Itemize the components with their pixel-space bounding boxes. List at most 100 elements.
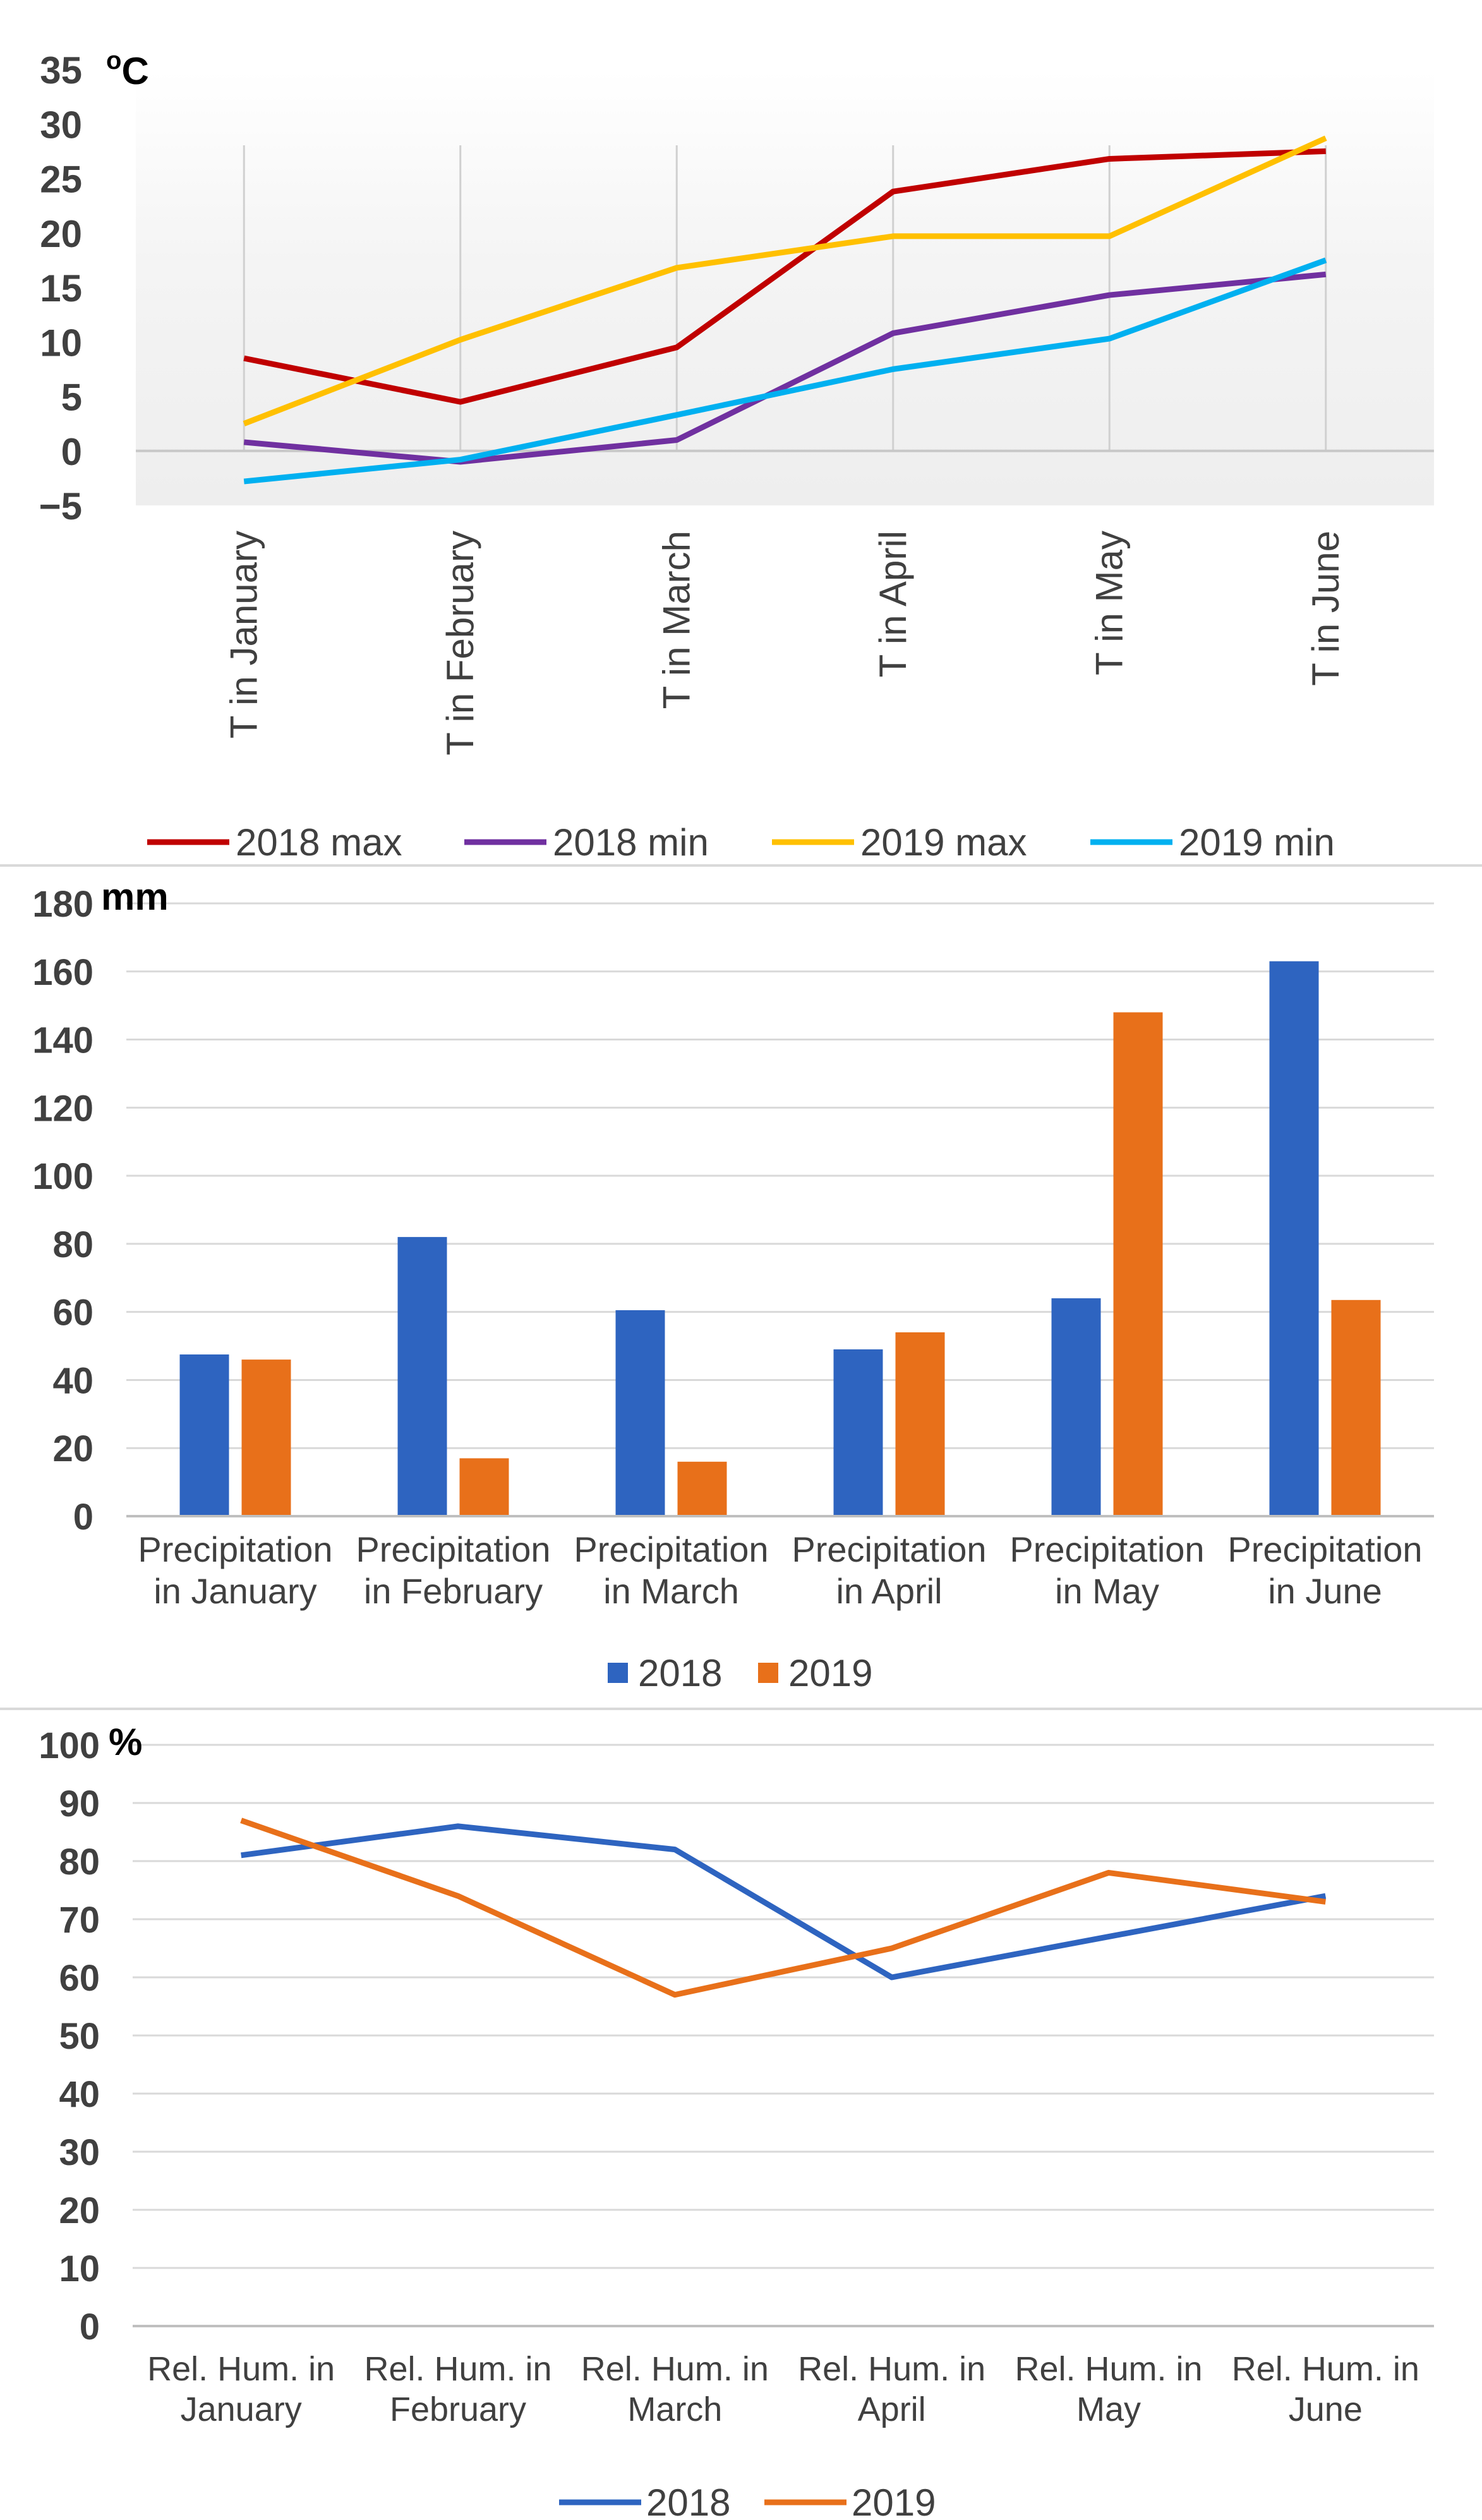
x-tick-label: Precipitation xyxy=(356,1529,550,1569)
series-line xyxy=(241,1823,1327,1980)
y-tick-label: 80 xyxy=(52,1224,93,1265)
y-tick-label: 50 xyxy=(59,2016,100,2057)
bar xyxy=(677,1461,727,1516)
legend-label: 2018 min xyxy=(553,821,709,862)
y-tick-label: 0 xyxy=(80,2306,100,2348)
legend-label: 2018 max xyxy=(236,821,402,862)
bar xyxy=(179,1354,229,1516)
x-tick-label: Rel. Hum. in xyxy=(581,2350,769,2388)
y-tick-label: 35 xyxy=(40,49,82,92)
x-tick-label: Rel. Hum. in xyxy=(1232,2350,1419,2388)
y-tick-label: 10 xyxy=(59,2248,100,2289)
legend-label: 2018 xyxy=(638,1652,722,1694)
panel-divider xyxy=(0,864,1482,867)
y-tick-label: 20 xyxy=(52,1428,93,1469)
y-axis-unit: % xyxy=(109,1721,142,1763)
x-tick-label: T in April xyxy=(872,531,914,677)
y-tick-label: 30 xyxy=(40,104,82,146)
x-tick-label: February xyxy=(390,2390,526,2428)
temperature-chart: −5 0 5 10 15 20 25 30 35 oC T in January T in Febru… xyxy=(39,47,1434,862)
x-tick-label: T in May xyxy=(1088,531,1130,675)
x-tick-label: Precipitation xyxy=(138,1529,332,1569)
y-tick-label: 160 xyxy=(32,952,93,993)
plot-area-background xyxy=(136,69,1434,505)
y-tick-label: 20 xyxy=(40,213,82,255)
x-tick-label: January xyxy=(181,2390,302,2428)
x-tick-label: in January xyxy=(154,1571,316,1611)
y-tick-label: 5 xyxy=(61,377,82,419)
legend-label: 2018 xyxy=(646,2481,730,2520)
bar xyxy=(459,1458,509,1516)
y-tick-label: 100 xyxy=(32,1156,93,1197)
y-tick-label: 15 xyxy=(40,267,82,310)
y-axis-unit: mm xyxy=(101,876,169,918)
series-line xyxy=(243,257,1327,485)
x-tick-label: Rel. Hum. in xyxy=(1015,2350,1202,2388)
y-tick-label: −5 xyxy=(39,485,82,528)
legend-label: 2019 min xyxy=(1179,821,1335,862)
bar xyxy=(615,1310,665,1516)
y-tick-label: 0 xyxy=(61,431,82,473)
temperature-chart-panel: −5 0 5 10 15 20 25 30 35 oC T in January T in Febru… xyxy=(0,0,1482,862)
y-tick-label: 100 xyxy=(39,1725,100,1766)
x-tick-label: Precipitation xyxy=(792,1529,986,1569)
x-tick-label: March xyxy=(627,2390,722,2428)
y-tick-label: 60 xyxy=(52,1293,93,1334)
bar xyxy=(241,1359,291,1516)
series-line xyxy=(240,1818,1326,1998)
x-tick-label: Precipitation xyxy=(1227,1529,1422,1569)
series-line xyxy=(243,148,1326,405)
y-tick-label: 0 xyxy=(73,1497,93,1538)
x-tick-label: Rel. Hum. in xyxy=(798,2350,985,2388)
y-tick-label: 40 xyxy=(59,2074,100,2115)
bar xyxy=(1331,1299,1381,1516)
bar xyxy=(895,1332,945,1516)
bar xyxy=(833,1349,883,1516)
legend-label: 2019 xyxy=(852,2481,936,2520)
bar xyxy=(1113,1012,1163,1516)
y-tick-label: 180 xyxy=(32,884,93,925)
y-tick-label: 20 xyxy=(59,2190,100,2231)
x-tick-label: T in January xyxy=(222,531,265,739)
y-tick-label: 10 xyxy=(40,322,82,364)
y-tick-label: 25 xyxy=(40,159,82,201)
bar xyxy=(1051,1298,1101,1516)
y-tick-label: 80 xyxy=(59,1842,100,1883)
legend-label: 2019 max xyxy=(860,821,1027,862)
x-tick-label: Precipitation xyxy=(1009,1529,1204,1569)
humidity-chart-panel: 0 10 20 30 40 50 60 70 80 90 100% Rel. Hum. in Janua… xyxy=(0,1711,1482,2520)
legend-label: 2019 xyxy=(788,1652,872,1694)
y-tick-label: 90 xyxy=(59,1783,100,1824)
x-tick-label: May xyxy=(1076,2390,1141,2428)
x-tick-label: Precipitation xyxy=(574,1529,768,1569)
y-tick-label: 70 xyxy=(59,1900,100,1941)
bar xyxy=(1269,961,1319,1516)
x-tick-label: T in March xyxy=(655,531,697,709)
y-axis-unit: oC xyxy=(106,47,149,92)
x-tick-label: Rel. Hum. in xyxy=(364,2350,551,2388)
x-tick-label: T in June xyxy=(1304,531,1347,686)
x-tick-label: in February xyxy=(364,1571,543,1611)
series-line xyxy=(243,135,1327,426)
legend-swatch xyxy=(758,1663,778,1683)
series-line xyxy=(243,271,1327,465)
y-tick-label: 30 xyxy=(59,2132,100,2173)
x-tick-label: in March xyxy=(603,1571,739,1611)
x-tick-label: in June xyxy=(1268,1571,1382,1611)
y-tick-label: 40 xyxy=(52,1360,93,1401)
y-tick-label: 120 xyxy=(32,1088,93,1129)
x-tick-label: April xyxy=(858,2390,926,2428)
y-tick-label: 140 xyxy=(32,1020,93,1061)
precipitation-chart-panel: 0 20 40 60 80 100 120 140 160 180 mm Precipitation i… xyxy=(0,867,1482,1706)
x-tick-label: June xyxy=(1289,2390,1363,2428)
legend-swatch xyxy=(608,1663,628,1683)
x-tick-label: in April xyxy=(836,1571,942,1611)
bar xyxy=(397,1237,447,1516)
panel-divider xyxy=(0,1708,1482,1710)
x-tick-label: T in February xyxy=(439,531,481,756)
x-tick-label: in May xyxy=(1055,1571,1159,1611)
x-tick-label: Rel. Hum. in xyxy=(147,2350,335,2388)
y-tick-label: 60 xyxy=(59,1958,100,1999)
